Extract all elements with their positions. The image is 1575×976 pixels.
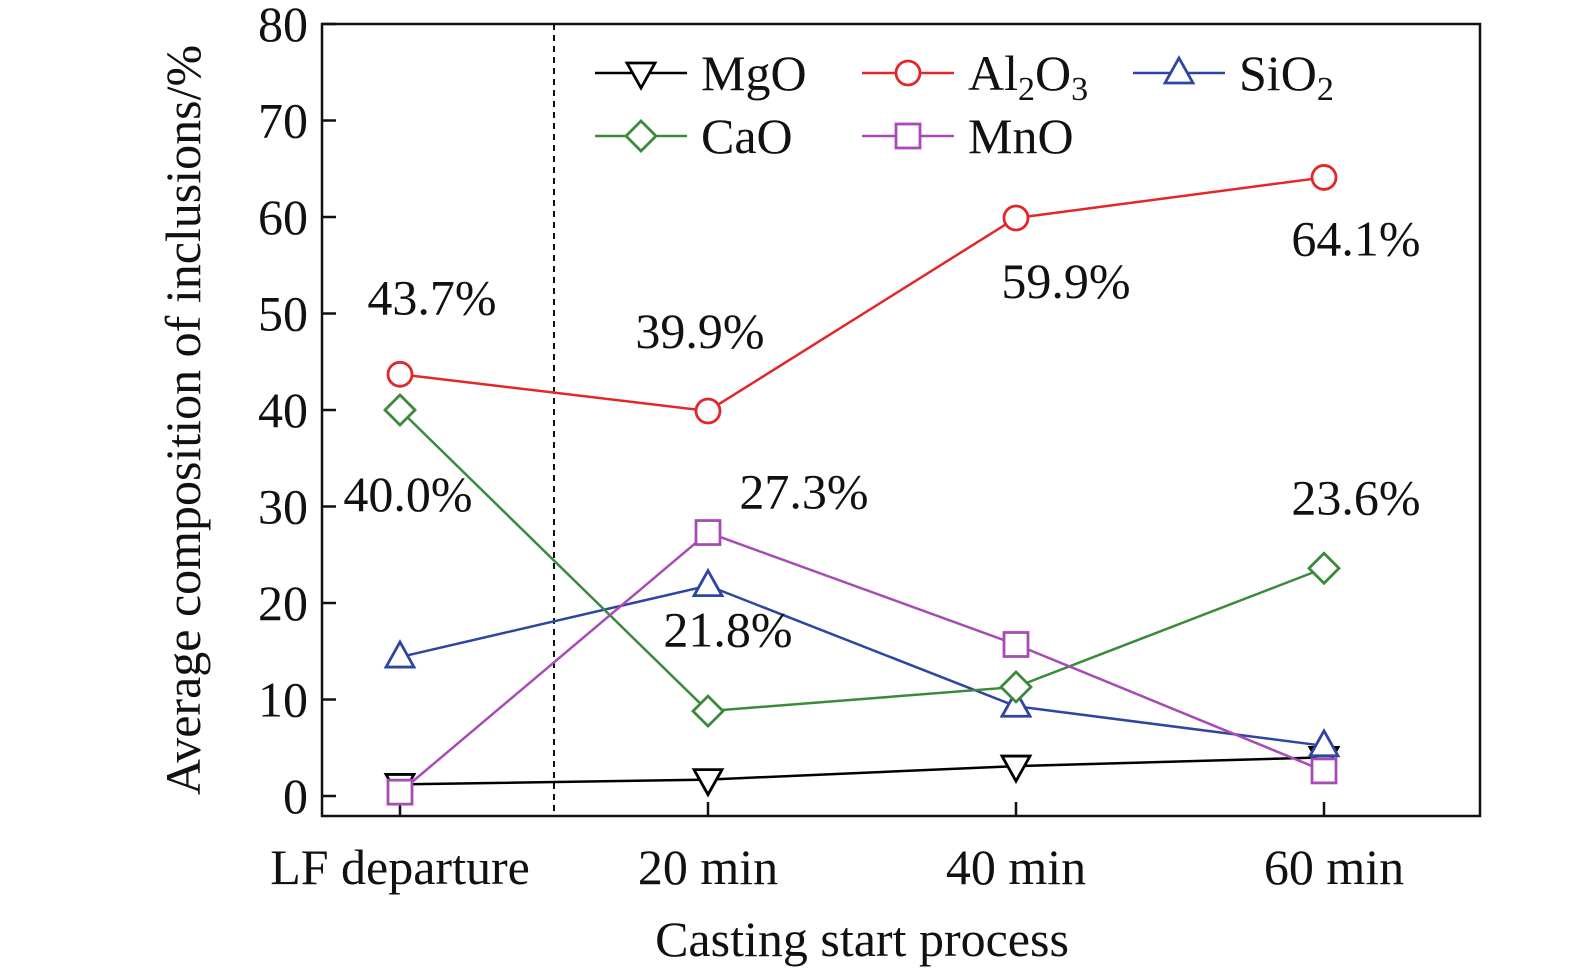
y-tick-label: 40 — [258, 382, 308, 438]
tick-labels: 0 10 20 30 40 50 60 70 80 LF departure 20 min 40 mi… — [258, 0, 1404, 895]
legend-label: SiO2 — [1239, 45, 1334, 108]
y-tick-label: 60 — [258, 189, 308, 245]
x-tick-label: 60 min — [1264, 839, 1404, 895]
data-label: 21.8% — [663, 602, 792, 658]
legend-item-cao: CaO — [595, 108, 793, 164]
legend-item-mno: MnO — [862, 108, 1074, 164]
legend-label: MnO — [968, 108, 1074, 164]
plot-frame — [320, 22, 1482, 818]
legend-label: Al2O3 — [968, 45, 1088, 108]
data-point-cao — [1307, 551, 1341, 586]
data-point-cao — [999, 669, 1033, 704]
data-point-al2o3 — [1002, 204, 1030, 232]
y-axis-title: Average composition of inclusions/% — [155, 45, 211, 795]
data-point-sio2 — [1307, 727, 1341, 758]
y-tick-label: 20 — [258, 575, 308, 631]
y-tick-label: 0 — [283, 768, 308, 824]
series-line-al2o3 — [399, 176, 1325, 413]
legend-item-mgo: MgO — [595, 45, 807, 101]
series-group — [383, 164, 1341, 806]
data-label: 59.9% — [1001, 253, 1130, 309]
series-mno — [386, 519, 1338, 806]
data-label: 27.3% — [739, 464, 868, 520]
legend-item-sio2: SiO2 — [1133, 45, 1334, 108]
series-line-mgo — [399, 756, 1325, 786]
data-point-mgo — [999, 754, 1033, 784]
x-axis-title: Casting start process — [655, 911, 1069, 967]
y-tick-label: 70 — [258, 93, 308, 149]
x-tick-label: 40 min — [946, 839, 1086, 895]
x-tick-label: LF departure — [270, 839, 530, 895]
data-label: 43.7% — [367, 269, 496, 325]
data-point-cao — [383, 393, 417, 427]
data-point-al2o3 — [694, 397, 722, 425]
data-point-mno — [386, 778, 414, 806]
data-label: 23.6% — [1291, 469, 1420, 525]
legend-marker — [624, 119, 658, 153]
data-point-mno — [694, 519, 722, 546]
data-label: 64.1% — [1291, 210, 1420, 266]
legend-marker — [1162, 55, 1196, 85]
legend-label: CaO — [701, 108, 793, 164]
series-line-cao — [399, 409, 1325, 713]
data-point-sio2 — [383, 639, 417, 669]
data-point-al2o3 — [386, 360, 414, 388]
annotations: 43.7% 39.9% 59.9% 64.1% 40.0% 27.3% 21.8% 23.6% — [343, 210, 1420, 657]
series-al2o3 — [386, 164, 1338, 425]
data-point-mno — [1002, 631, 1030, 658]
legend-item-al2o3: Al2O3 — [862, 45, 1088, 108]
series-line-sio2 — [399, 584, 1325, 748]
data-point-sio2 — [691, 567, 725, 598]
legend: MgO Al2O3 SiO2 CaO MnO — [595, 45, 1334, 164]
legend-marker — [894, 122, 922, 150]
y-tick-label: 50 — [258, 286, 308, 342]
series-cao — [383, 393, 1341, 729]
legend-marker — [894, 59, 922, 87]
legend-marker — [624, 61, 658, 91]
data-point-mno — [1310, 757, 1338, 785]
y-tick-label: 30 — [258, 479, 308, 535]
y-tick-label: 10 — [258, 672, 308, 728]
data-label: 39.9% — [635, 303, 764, 359]
legend-label: MgO — [701, 45, 807, 101]
series-mgo — [383, 746, 1341, 803]
series-sio2 — [383, 567, 1341, 758]
data-point-cao — [691, 694, 725, 729]
series-line-mno — [399, 531, 1325, 794]
y-tick-label: 80 — [258, 0, 308, 52]
data-point-mgo — [691, 768, 725, 798]
x-tick-label: 20 min — [638, 839, 778, 895]
data-label: 40.0% — [343, 466, 472, 522]
data-point-al2o3 — [1310, 164, 1338, 191]
